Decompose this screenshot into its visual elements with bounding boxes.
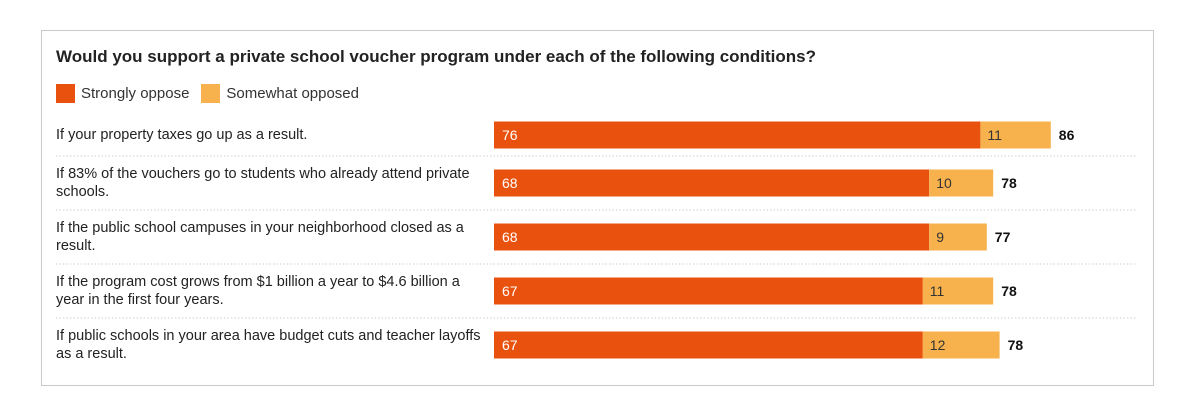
legend-swatch-strongly-oppose [56,84,75,103]
data-label-strongly-oppose: 76 [502,127,518,143]
bar-somewhat-opposed [922,331,1000,359]
data-label-somewhat-opposed: 12 [930,337,946,353]
category-label: If the program cost grows from $1 billio… [56,274,460,308]
data-label-strongly-oppose: 68 [502,229,518,245]
data-label-strongly-oppose: 68 [502,175,518,191]
legend-item-somewhat-opposed: Somewhat opposed [201,84,359,103]
category-label: If 83% of the vouchers go to students wh… [56,166,470,200]
legend: Strongly oppose Somewhat opposed [56,84,371,103]
data-label-total: 78 [1001,175,1017,191]
data-label-total: 86 [1059,127,1075,143]
category-label: If the public school campuses in your ne… [56,220,464,254]
bar-somewhat-opposed [929,223,987,251]
data-label-somewhat-opposed: 11 [930,283,945,299]
chart-title: Would you support a private school vouch… [56,47,817,66]
data-label-strongly-oppose: 67 [502,283,518,299]
category-label: If your property taxes go up as a result… [56,127,308,143]
chart-frame [41,30,1154,386]
legend-label-somewhat-opposed: Somewhat opposed [226,85,359,102]
legend-item-strongly-oppose: Strongly oppose [56,84,189,103]
legend-swatch-somewhat-opposed [201,84,221,103]
bar-strongly-oppose [494,121,981,149]
bar-somewhat-opposed [929,169,994,197]
data-label-somewhat-opposed: 10 [936,175,952,191]
bar-strongly-oppose [494,277,923,305]
bar-strongly-oppose [494,223,930,251]
bar-strongly-oppose [494,331,923,359]
data-label-somewhat-opposed: 9 [936,229,944,245]
data-label-strongly-oppose: 67 [502,337,518,353]
data-label-somewhat-opposed: 11 [987,127,1002,143]
legend-label-strongly-oppose: Strongly oppose [81,85,190,102]
category-label: If public schools in your area have budg… [56,328,481,362]
bar-somewhat-opposed [922,277,994,305]
data-label-total: 78 [1008,337,1024,353]
data-label-total: 77 [995,229,1011,245]
bar-strongly-oppose [494,169,930,197]
data-label-total: 78 [1001,283,1017,299]
bar-somewhat-opposed [980,121,1051,149]
